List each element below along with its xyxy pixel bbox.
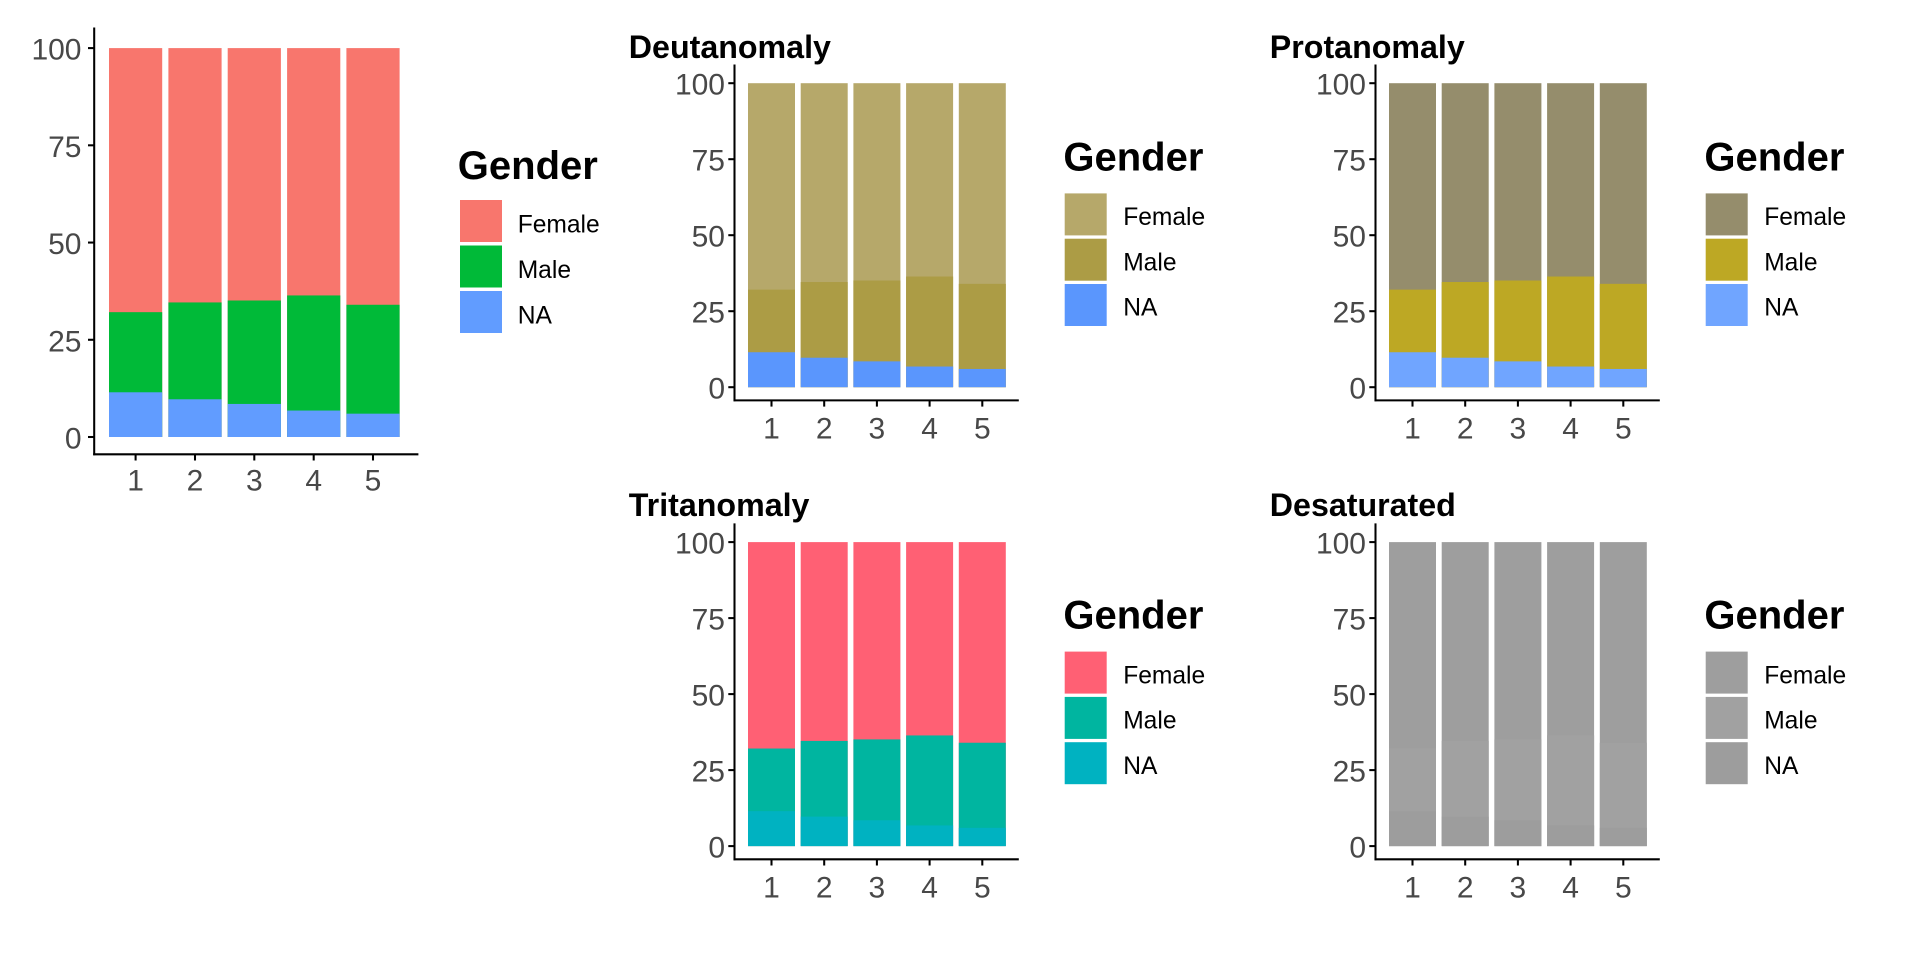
svg-text:50: 50 [692,680,725,713]
svg-text:0: 0 [708,373,725,406]
svg-text:5: 5 [974,413,991,446]
svg-text:1: 1 [1404,872,1421,905]
svg-text:Male: Male [518,257,571,284]
svg-text:2: 2 [816,872,833,905]
svg-text:0: 0 [1349,832,1366,865]
svg-text:Female: Female [1123,204,1205,231]
svg-text:Gender: Gender [1704,135,1844,179]
svg-text:100: 100 [1316,528,1366,561]
svg-text:NA: NA [1764,753,1799,780]
svg-text:4: 4 [305,464,322,497]
svg-text:5: 5 [365,464,382,497]
svg-text:25: 25 [692,297,725,330]
svg-text:5: 5 [974,872,991,905]
svg-text:Deutanomaly: Deutanomaly [629,29,831,65]
svg-text:4: 4 [921,872,938,905]
svg-text:Female: Female [1764,204,1846,231]
svg-text:3: 3 [1510,413,1527,446]
svg-text:Gender: Gender [458,144,598,188]
svg-text:Protanomaly: Protanomaly [1270,29,1465,65]
svg-text:3: 3 [1510,872,1527,905]
svg-text:NA: NA [1123,753,1158,780]
svg-text:5: 5 [1615,872,1632,905]
svg-text:4: 4 [921,413,938,446]
svg-text:NA: NA [1123,295,1158,322]
svg-text:75: 75 [48,131,81,164]
svg-text:25: 25 [1333,297,1366,330]
svg-text:Male: Male [1764,708,1817,735]
svg-text:0: 0 [708,832,725,865]
svg-text:75: 75 [692,604,725,637]
svg-text:25: 25 [692,756,725,789]
svg-text:25: 25 [48,325,81,358]
svg-text:2: 2 [187,464,204,497]
svg-text:100: 100 [675,69,725,102]
svg-text:Female: Female [518,211,600,238]
svg-text:1: 1 [763,872,780,905]
svg-text:50: 50 [48,228,81,261]
svg-text:1: 1 [127,464,144,497]
svg-text:Desaturated: Desaturated [1270,487,1456,523]
svg-text:2: 2 [816,413,833,446]
svg-text:Gender: Gender [1063,135,1203,179]
svg-text:Gender: Gender [1063,594,1203,638]
svg-text:Tritanomaly: Tritanomaly [629,487,810,523]
svg-text:Male: Male [1764,249,1817,276]
svg-text:4: 4 [1562,413,1579,446]
svg-text:0: 0 [65,423,82,456]
svg-text:Male: Male [1123,708,1176,735]
svg-text:3: 3 [869,872,886,905]
svg-text:2: 2 [1457,872,1474,905]
svg-text:25: 25 [1333,756,1366,789]
svg-text:NA: NA [1764,295,1799,322]
svg-text:3: 3 [246,464,263,497]
svg-text:5: 5 [1615,413,1632,446]
svg-text:1: 1 [1404,413,1421,446]
svg-text:75: 75 [1333,604,1366,637]
svg-text:75: 75 [1333,145,1366,178]
svg-text:100: 100 [31,34,81,67]
svg-text:NA: NA [518,302,553,329]
svg-text:2: 2 [1457,413,1474,446]
svg-text:100: 100 [675,528,725,561]
svg-text:50: 50 [1333,221,1366,254]
svg-text:100: 100 [1316,69,1366,102]
svg-text:1: 1 [763,413,780,446]
svg-text:75: 75 [692,145,725,178]
svg-text:0: 0 [1349,373,1366,406]
svg-text:3: 3 [869,413,886,446]
svg-text:Male: Male [1123,249,1176,276]
svg-text:Female: Female [1123,662,1205,689]
svg-text:50: 50 [1333,680,1366,713]
svg-text:Female: Female [1764,662,1846,689]
svg-text:Gender: Gender [1704,594,1844,638]
svg-text:50: 50 [692,221,725,254]
svg-text:4: 4 [1562,872,1579,905]
